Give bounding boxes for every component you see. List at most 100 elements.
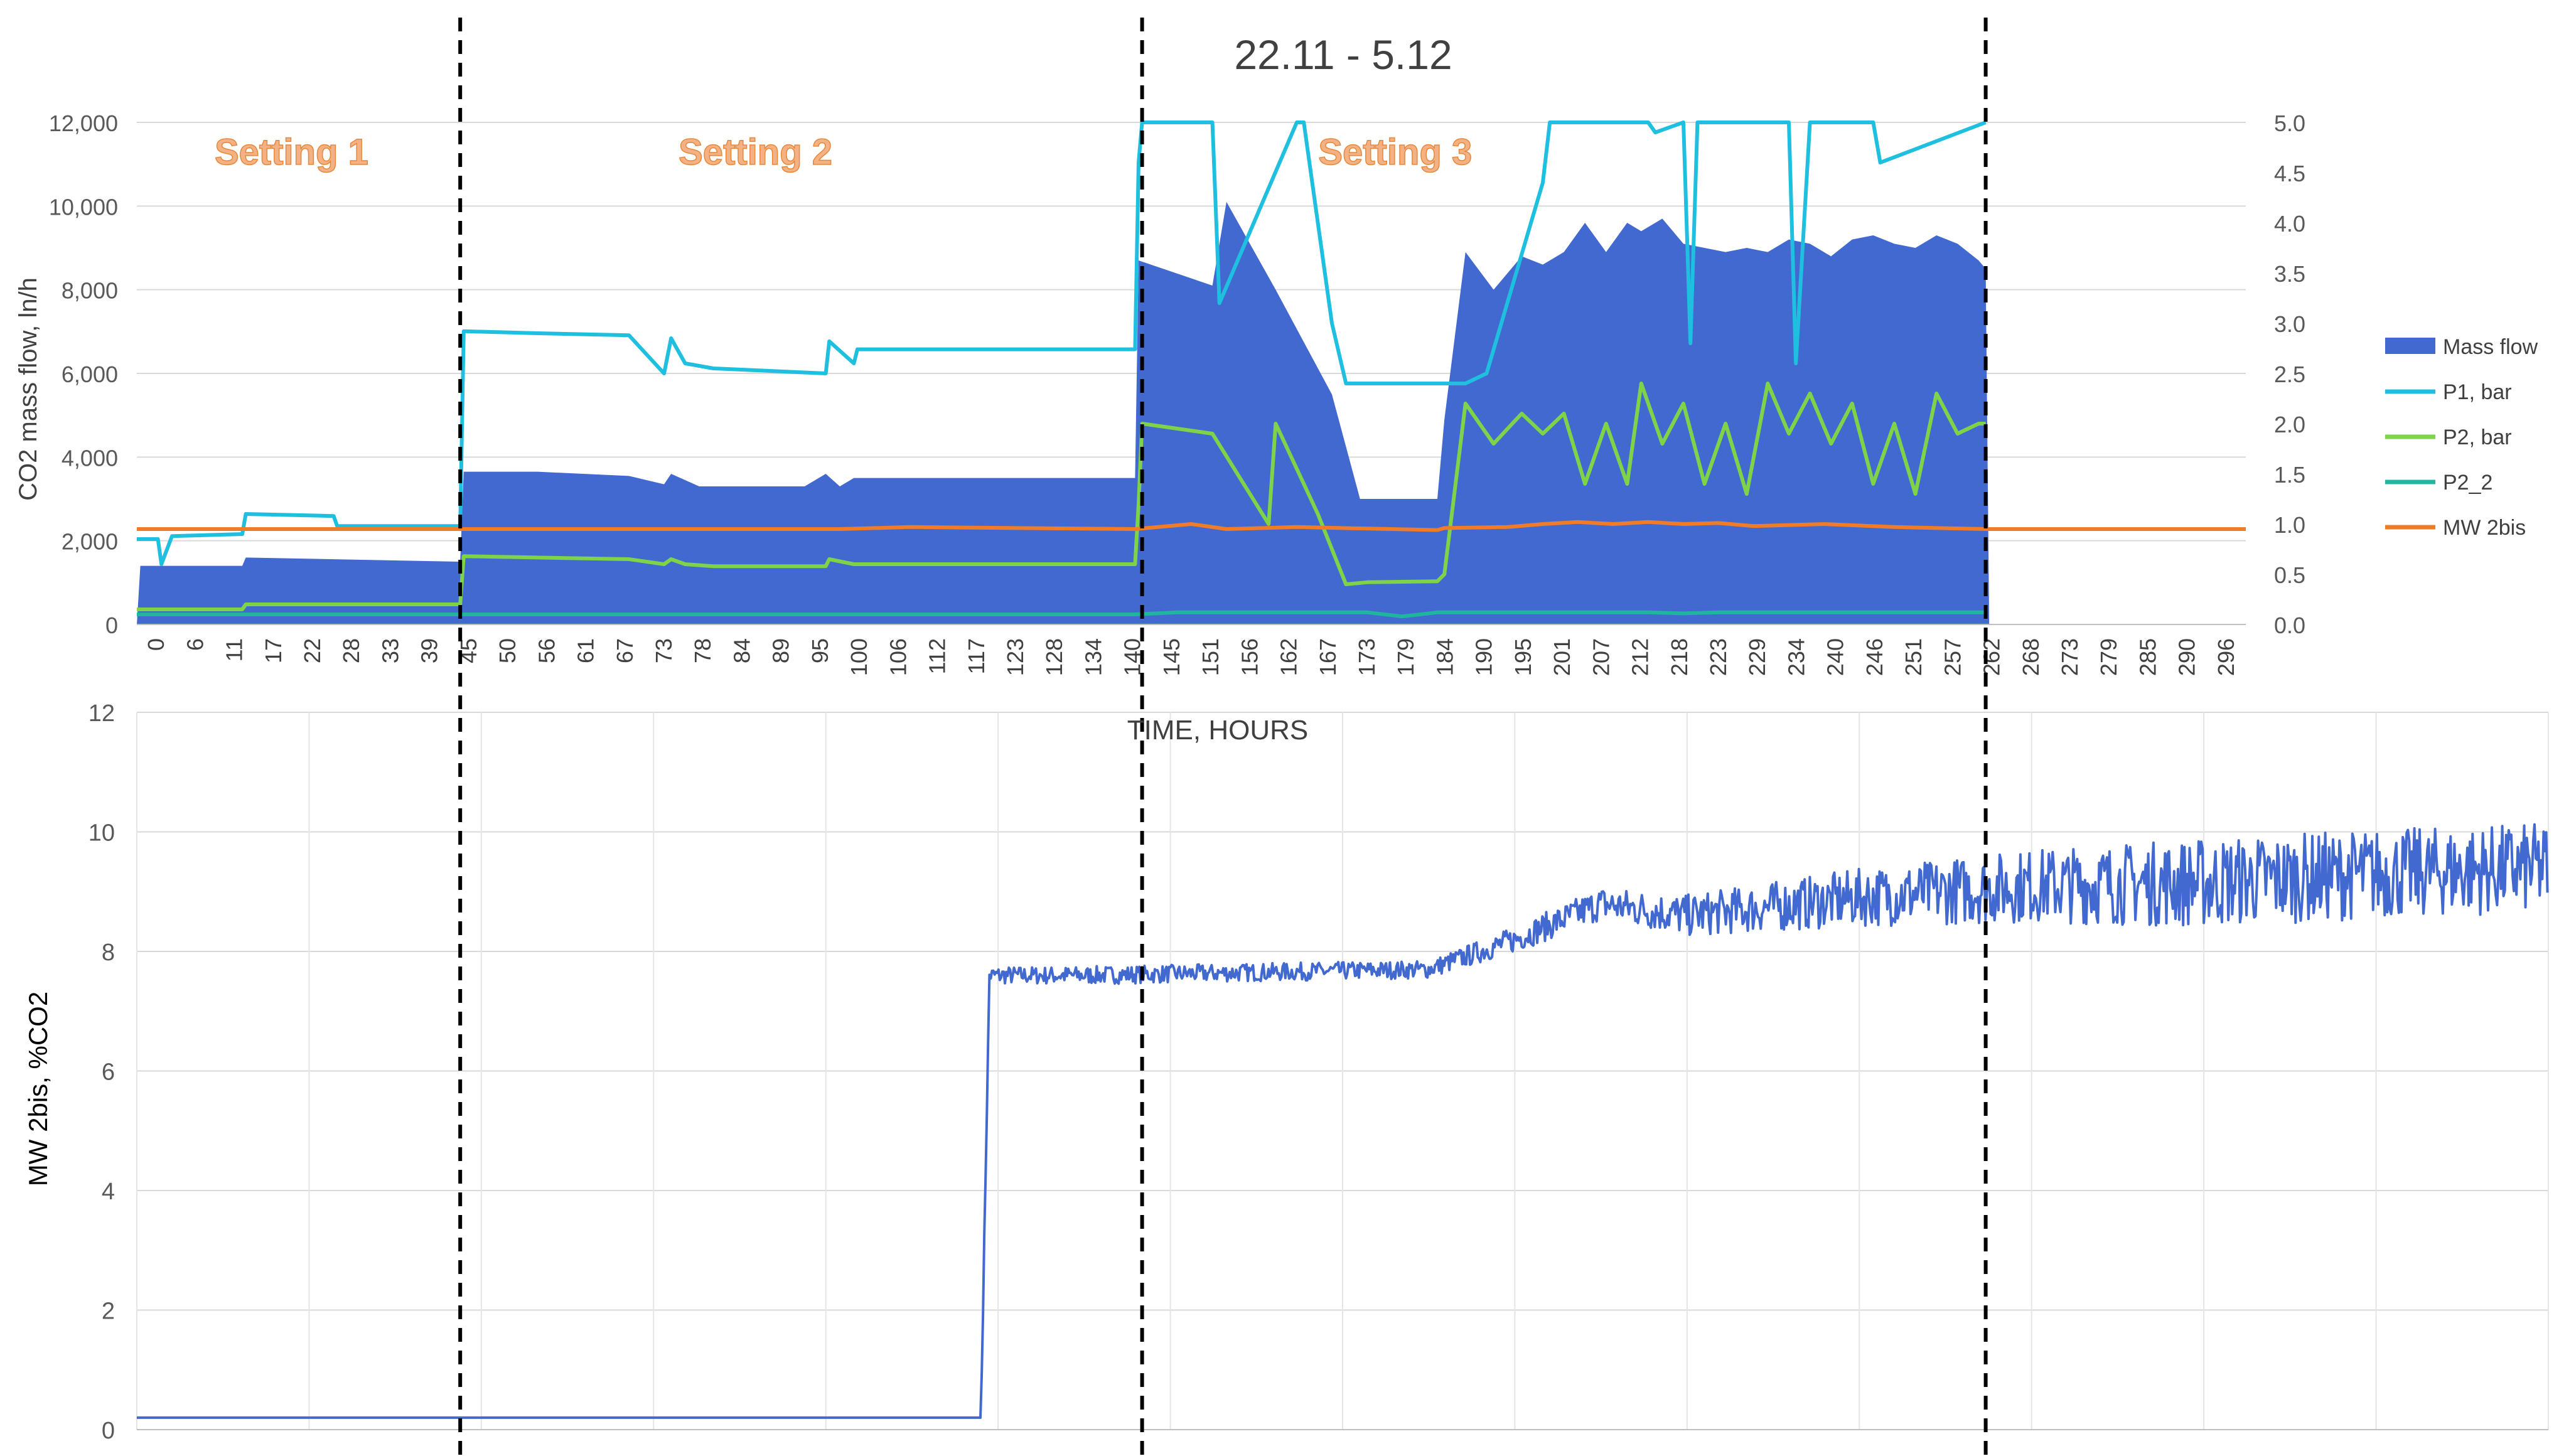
chart-title: 22.11 - 5.12 <box>1234 31 1452 78</box>
x-axis-label: TIME, HOURS <box>1127 715 1308 746</box>
x-tick-label: 28 <box>338 638 364 663</box>
y2-tick-label: 3.0 <box>2274 311 2305 337</box>
x-tick-label: 212 <box>1628 638 1653 676</box>
setting-dividers <box>458 18 1988 1455</box>
legend-entry-label: P2_2 <box>2443 471 2492 495</box>
x-tick-label: 156 <box>1237 638 1262 676</box>
x-tick-label: 151 <box>1198 638 1223 676</box>
x-tick-label: 6 <box>182 638 208 651</box>
y-tick-label: 6,000 <box>62 361 118 387</box>
x-tick-label: 61 <box>573 638 599 663</box>
x-tick-label: 145 <box>1159 638 1184 676</box>
x-tick-label: 246 <box>1862 638 1887 676</box>
legend-entry-label: MW 2bis <box>2443 516 2526 540</box>
x-tick-label: 268 <box>2018 638 2044 676</box>
top-chart-annotations: Setting 1 Setting 2 Setting 3 <box>214 131 1473 173</box>
bottom-y-tick-label: 2 <box>102 1298 115 1325</box>
y-axis-label-bottom: MW 2bis, %CO2 <box>23 992 53 1186</box>
x-tick-label: 67 <box>612 638 638 663</box>
setting-label: Setting 1 <box>215 132 368 173</box>
x-tick-label: 290 <box>2174 638 2200 676</box>
y-tick-label: 10,000 <box>49 194 118 220</box>
x-tick-label: 234 <box>1783 638 1809 676</box>
y2-tick-label: 4.5 <box>2274 161 2305 186</box>
bottom-y-tick-label: 8 <box>102 939 115 966</box>
x-tick-label: 229 <box>1744 638 1770 676</box>
y-tick-label: 8,000 <box>62 278 118 304</box>
bottom-y-tick-label: 6 <box>102 1059 115 1086</box>
x-tick-label: 106 <box>885 638 911 676</box>
x-tick-label: 167 <box>1315 638 1341 676</box>
x-tick-label: 257 <box>1939 638 1965 676</box>
bottom-series-mw-2bis <box>137 823 2549 1419</box>
legend: Mass flow P1, bar P2, bar P2_2 MW 2bis <box>2385 335 2538 540</box>
top-chart-mass-flow-area <box>137 201 1990 625</box>
x-tick-label: 296 <box>2213 638 2239 676</box>
y2-tick-label: 5.0 <box>2274 110 2305 136</box>
x-tick-label: 251 <box>1901 638 1926 676</box>
x-tick-label: 22 <box>299 638 325 663</box>
y-tick-label: 0 <box>105 613 118 638</box>
y2-tick-label: 1.0 <box>2274 512 2305 538</box>
series-mw-2bis <box>137 520 2246 532</box>
y2-tick-label: 0.5 <box>2274 562 2305 588</box>
bottom-chart-lines <box>137 823 2549 1419</box>
x-tick-label: 78 <box>690 638 716 663</box>
y2-tick-label: 4.0 <box>2274 211 2305 237</box>
x-tick-label: 0 <box>143 638 169 651</box>
y-axis-label-top: CO2 mass flow, ln/h <box>14 277 42 501</box>
setting-label: Setting 2 <box>679 132 832 173</box>
x-tick-label: 89 <box>768 638 794 663</box>
x-tick-label: 201 <box>1549 638 1575 676</box>
x-tick-label: 50 <box>495 638 520 663</box>
x-tick-label: 100 <box>846 638 872 676</box>
y2-tick-label: 2.0 <box>2274 412 2305 437</box>
x-tick-label: 273 <box>2057 638 2083 676</box>
legend-entry-label: P1, bar <box>2443 380 2512 404</box>
x-tick-label: 184 <box>1432 638 1457 676</box>
legend-entry-label: P2, bar <box>2443 426 2512 449</box>
y-tick-label: 12,000 <box>49 110 118 136</box>
x-tick-label: 207 <box>1588 638 1614 676</box>
x-tick-label: 262 <box>1979 638 2005 676</box>
x-tick-label: 134 <box>1080 638 1106 676</box>
x-tick-label: 218 <box>1666 638 1692 676</box>
legend-entry-label: Mass flow <box>2443 335 2538 359</box>
x-tick-label: 285 <box>2135 638 2160 676</box>
x-tick-label: 240 <box>1823 638 1848 676</box>
y-tick-label: 2,000 <box>62 529 118 555</box>
bottom-y-tick-label: 4 <box>102 1179 115 1205</box>
bottom-chart-axes: 0 2 4 6 8 10 12 <box>89 700 2548 1444</box>
bottom-y-tick-label: 12 <box>89 700 115 727</box>
x-tick-label: 173 <box>1354 638 1380 676</box>
top-chart-lines <box>137 120 2246 619</box>
y2-tick-label: 1.5 <box>2274 462 2305 488</box>
x-tick-label: 179 <box>1393 638 1419 676</box>
x-tick-label: 33 <box>377 638 403 663</box>
x-tick-label: 195 <box>1510 638 1536 676</box>
bottom-y-tick-label: 10 <box>89 820 115 847</box>
x-tick-label: 11 <box>222 638 247 661</box>
series-mass-flow <box>137 201 1990 625</box>
bottom-y-tick-label: 0 <box>102 1418 115 1444</box>
series-p1-bar <box>137 120 1987 566</box>
series-p2-2 <box>137 610 1986 619</box>
x-tick-label: 190 <box>1471 638 1497 676</box>
x-tick-label: 112 <box>925 638 950 674</box>
y2-tick-label: 3.5 <box>2274 261 2305 287</box>
x-tick-label: 73 <box>651 638 677 663</box>
y2-tick-label: 0.0 <box>2274 613 2305 638</box>
legend-swatch <box>2385 338 2435 354</box>
x-tick-label: 17 <box>260 638 286 663</box>
series-p2-bar <box>137 382 1986 611</box>
x-tick-label: 39 <box>417 638 443 663</box>
x-tick-label: 162 <box>1276 638 1302 676</box>
y2-tick-label: 2.5 <box>2274 361 2305 387</box>
y-tick-label: 4,000 <box>62 445 118 471</box>
x-tick-label: 117 <box>963 638 989 674</box>
x-tick-label: 223 <box>1705 638 1731 676</box>
setting-label: Setting 3 <box>1318 132 1472 173</box>
bottom-chart-gridlines <box>136 712 2549 1430</box>
x-tick-label: 84 <box>729 638 754 663</box>
